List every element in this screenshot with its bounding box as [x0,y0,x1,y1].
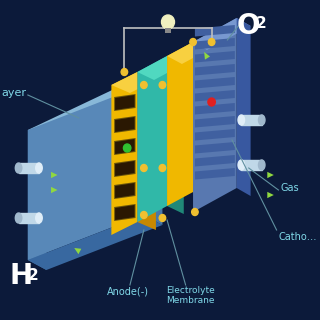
Bar [19,163,39,173]
Polygon shape [115,205,135,220]
Polygon shape [115,161,135,176]
Polygon shape [28,130,46,270]
Circle shape [192,209,198,215]
Polygon shape [28,85,144,260]
Polygon shape [115,117,135,132]
Circle shape [208,98,215,106]
Circle shape [124,144,131,152]
Polygon shape [137,72,156,230]
Polygon shape [74,248,81,254]
Circle shape [140,164,147,172]
Text: Anode(-): Anode(-) [107,286,149,296]
Polygon shape [195,38,235,50]
Ellipse shape [15,163,22,173]
Circle shape [121,68,128,76]
Polygon shape [114,116,135,133]
Polygon shape [167,42,208,64]
Polygon shape [28,75,163,140]
Circle shape [162,15,174,29]
Ellipse shape [36,213,42,223]
Polygon shape [193,18,251,50]
Polygon shape [137,56,167,222]
Circle shape [190,38,196,45]
Polygon shape [195,155,235,166]
Polygon shape [114,160,135,177]
Polygon shape [195,116,235,127]
Polygon shape [165,28,171,33]
Polygon shape [195,25,235,36]
Polygon shape [111,72,156,93]
Polygon shape [267,192,274,198]
Ellipse shape [238,160,244,170]
Polygon shape [195,168,235,180]
Polygon shape [51,172,58,178]
Circle shape [159,164,166,172]
Polygon shape [115,139,135,154]
Ellipse shape [238,115,244,125]
Bar [19,213,39,223]
Text: 2: 2 [28,268,39,283]
Text: ayer: ayer [2,88,27,98]
Polygon shape [195,129,235,140]
Polygon shape [193,42,208,200]
Polygon shape [115,95,135,110]
Polygon shape [195,142,235,154]
Polygon shape [51,187,58,193]
Text: 2: 2 [256,16,267,31]
Polygon shape [195,51,235,62]
Polygon shape [167,42,193,206]
Bar [241,115,262,125]
Text: Electrolyte
Membrane: Electrolyte Membrane [166,286,215,305]
Ellipse shape [15,213,22,223]
Polygon shape [267,172,274,178]
Text: O: O [237,12,260,40]
Circle shape [208,38,215,45]
Polygon shape [114,94,135,111]
Polygon shape [137,56,184,80]
Text: Gas: Gas [280,183,299,193]
Polygon shape [115,183,135,198]
Polygon shape [167,56,184,214]
Ellipse shape [259,115,265,125]
Polygon shape [195,90,235,101]
Circle shape [140,212,147,219]
Polygon shape [114,204,135,221]
Polygon shape [144,120,163,175]
Polygon shape [28,215,163,270]
Polygon shape [114,182,135,199]
Polygon shape [204,52,210,60]
Polygon shape [193,18,237,212]
Circle shape [159,82,166,89]
Text: Catho…: Catho… [278,232,317,242]
Ellipse shape [36,163,42,173]
Ellipse shape [259,160,265,170]
Polygon shape [195,103,235,115]
Polygon shape [195,77,235,89]
Circle shape [140,82,147,89]
Circle shape [159,214,166,221]
Polygon shape [144,85,163,225]
Text: H: H [9,262,32,290]
Polygon shape [195,64,235,76]
Bar [241,160,262,170]
Polygon shape [111,72,137,235]
Polygon shape [237,18,251,196]
Polygon shape [114,138,135,155]
